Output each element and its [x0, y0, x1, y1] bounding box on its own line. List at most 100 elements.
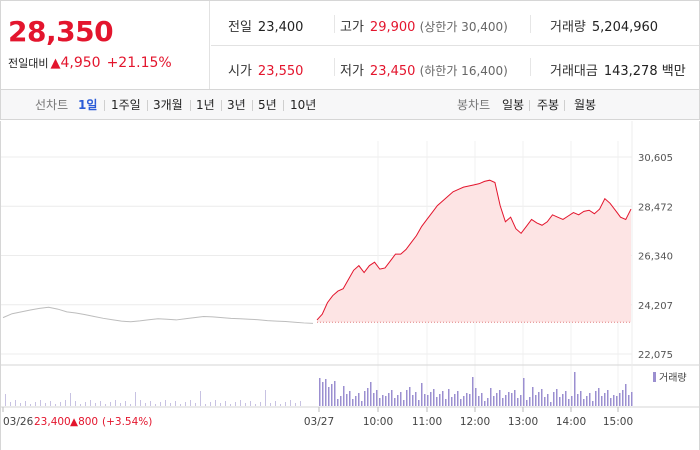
period-5y-tab[interactable]: 5년	[258, 98, 277, 112]
volume-bar	[45, 403, 46, 406]
prev-day-pct-label: (+3.54%)	[102, 416, 152, 428]
period-1d-tab[interactable]: 1일	[78, 98, 98, 112]
volume-bar	[445, 399, 447, 406]
volume-bar	[466, 393, 468, 406]
volume-bar	[580, 391, 582, 406]
trade-amount: 거래대금 143,278 백만	[550, 64, 686, 79]
volume-bar	[190, 400, 191, 406]
change-value: 4,950	[60, 55, 101, 71]
volume-bar	[457, 391, 459, 406]
period-3m-tab[interactable]: 3개월	[153, 98, 183, 112]
low-price: 저가 23,450 (하한가 16,400)	[340, 64, 508, 79]
volume-bar	[610, 398, 612, 406]
volume-bar	[475, 388, 477, 406]
volume-bar	[376, 390, 378, 406]
volume-bar	[538, 392, 540, 406]
volume-bar	[155, 404, 156, 406]
volume-bar	[60, 402, 61, 406]
volume-bar	[607, 390, 609, 406]
volume-bar	[586, 396, 588, 406]
separator	[252, 100, 253, 111]
volume-bar	[170, 403, 171, 406]
period-1y-tab[interactable]: 1년	[196, 98, 215, 112]
volume-bar	[541, 389, 543, 406]
volume-bar	[30, 404, 31, 406]
volume-bar	[322, 382, 324, 406]
volume-bar	[295, 403, 296, 406]
volume-bar	[85, 402, 86, 406]
volume-bar	[526, 400, 528, 406]
volume-bar	[388, 393, 390, 406]
volume-bar	[481, 393, 483, 406]
volume-bar	[110, 402, 111, 406]
volume-bar	[523, 378, 525, 406]
period-3y-tab[interactable]: 3년	[227, 98, 246, 112]
y-tick-label: 30,605	[638, 153, 673, 164]
volume-bar	[565, 391, 567, 406]
x-tick-label: 10:00	[363, 416, 393, 428]
volume-legend-swatch	[653, 372, 656, 382]
volume-bar	[616, 396, 618, 406]
volume-bar	[90, 400, 91, 406]
change-label: 전일대비	[8, 57, 49, 70]
volume-bar	[40, 400, 41, 406]
volume-bar	[205, 404, 206, 406]
volume-bar	[361, 401, 363, 406]
price-chart[interactable]: 30,605 28,472 26,340 24,207 22,075 거래량 03/26 03…	[1, 121, 699, 450]
volume-bar	[469, 394, 471, 406]
volume-bar	[370, 382, 372, 406]
volume-bar	[625, 384, 627, 406]
volume-bar	[430, 392, 432, 406]
volume-bar	[559, 397, 561, 406]
volume-bar	[180, 404, 181, 406]
volume-bar	[135, 392, 136, 406]
volume-bar	[409, 387, 411, 406]
divider	[530, 58, 531, 76]
volume-bar	[511, 393, 513, 406]
period-10y-tab[interactable]: 10년	[290, 98, 317, 112]
volume-bar	[436, 397, 438, 406]
divider	[334, 58, 335, 76]
change-percent: +21.15%	[106, 55, 172, 71]
volume-bar	[290, 400, 291, 406]
x-tick-label: 15:00	[603, 416, 633, 428]
volume-bar	[583, 399, 585, 406]
monthly-candle-tab[interactable]: 월봉	[574, 98, 597, 112]
divider	[334, 15, 335, 33]
volume-bar	[463, 396, 465, 406]
volume-bar	[442, 391, 444, 406]
volume-bar	[240, 400, 241, 406]
volume-bar	[589, 393, 591, 406]
volume-bar	[571, 396, 573, 406]
volume-bar	[120, 403, 121, 406]
x-tick-label: 14:00	[556, 416, 586, 428]
volume-bar	[622, 390, 624, 406]
volume-bar	[508, 392, 510, 406]
period-bar: 선차트 1일 1주일 3개월 1년 3년 5년 10년 봉차트 일봉 주봉 월봉	[0, 90, 700, 120]
volume-bar	[115, 400, 116, 406]
volume-bar	[35, 402, 36, 406]
volume-bar	[95, 403, 96, 406]
separator	[529, 100, 530, 111]
volume-bar	[472, 377, 474, 406]
period-1w-tab[interactable]: 1주일	[111, 98, 141, 112]
volume-bar	[574, 372, 576, 406]
separator	[221, 100, 222, 111]
prev-close: 전일 23,400	[228, 20, 304, 35]
volume: 거래량 5,204,960	[550, 20, 659, 35]
x-tick-label: 13:00	[508, 416, 538, 428]
y-tick-label: 28,472	[638, 202, 673, 213]
volume-legend: 거래량	[659, 372, 687, 384]
volume-bar	[349, 391, 351, 406]
volume-bar	[478, 396, 480, 406]
separator	[147, 100, 148, 111]
volume-bar	[418, 400, 420, 406]
daily-candle-tab[interactable]: 일봉	[502, 98, 525, 112]
volume-bar	[331, 384, 333, 406]
volume-bar	[225, 401, 226, 406]
x-tick-label: 03/26	[3, 416, 34, 428]
volume-bar	[439, 394, 441, 406]
weekly-candle-tab[interactable]: 주봉	[537, 98, 560, 112]
volume-bar	[352, 399, 354, 406]
volume-bar	[15, 400, 16, 406]
